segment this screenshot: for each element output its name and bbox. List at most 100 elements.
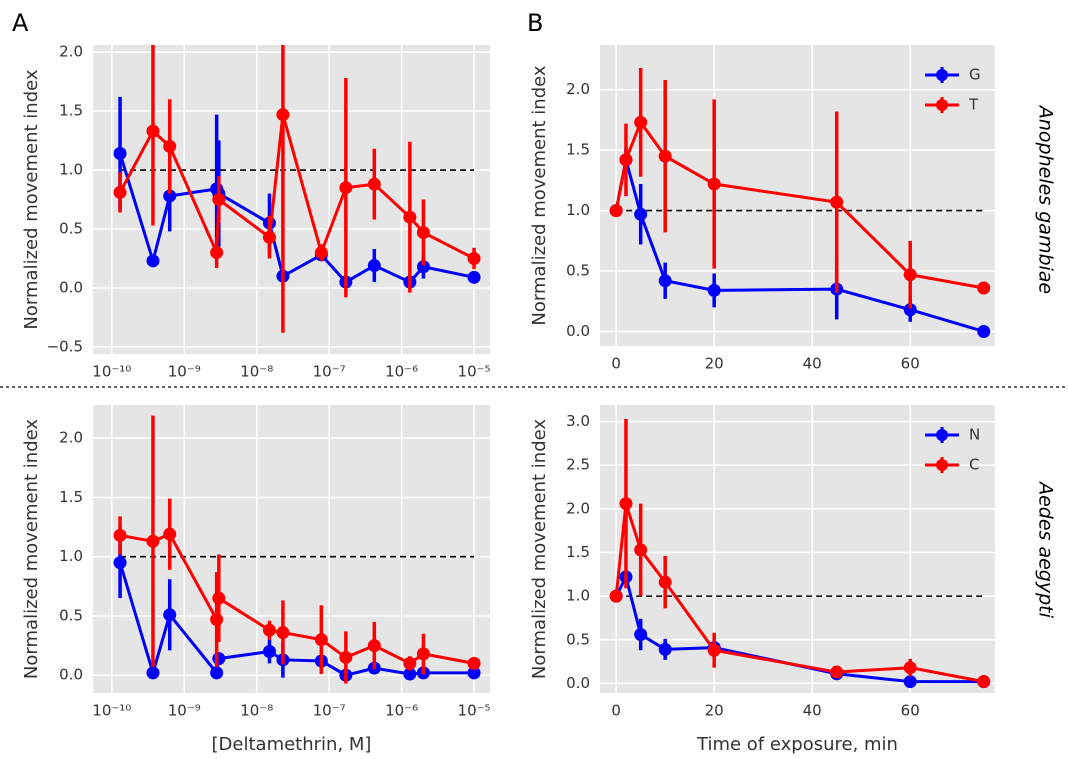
data-point: [609, 204, 623, 218]
x-tick-label: 10⁻⁸: [240, 363, 273, 381]
x-tick-label: 10⁻⁹: [168, 363, 201, 381]
x-tick-label: 10⁻¹⁰: [92, 702, 131, 720]
data-point: [212, 193, 226, 206]
x-tick-label: 0: [611, 355, 621, 373]
data-point: [113, 185, 127, 199]
data-point: [212, 652, 226, 666]
y-tick-label: 0.0: [566, 674, 590, 692]
legend-label: C: [969, 456, 979, 474]
x-tick-label: 0: [611, 702, 621, 720]
data-point: [707, 177, 721, 191]
data-point: [467, 666, 481, 680]
y-tick-label: 1.5: [59, 488, 83, 506]
x-tick-label: 10⁻⁶: [385, 363, 418, 381]
data-point: [276, 626, 290, 640]
y-tick-label: 1.5: [566, 543, 590, 561]
data-point: [977, 281, 991, 295]
data-point: [658, 274, 672, 288]
y-tick-label: 0.0: [59, 666, 83, 684]
x-tick-label: 10⁻⁷: [313, 363, 346, 381]
data-point: [619, 153, 633, 167]
x-tick-label: 40: [803, 355, 822, 373]
y-tick-label: −0.5: [47, 337, 83, 355]
series-layer: [609, 67, 991, 338]
data-point: [634, 207, 648, 221]
data-point: [903, 675, 917, 689]
x-tick-label: 10⁻⁷: [313, 702, 346, 720]
y-tick-label: 0.0: [566, 322, 590, 340]
data-point: [146, 534, 160, 548]
data-point: [903, 268, 917, 282]
x-tick-label: 60: [901, 702, 920, 720]
y-axis-label: Normalized movement index: [529, 65, 550, 325]
series-layer: [113, 415, 481, 684]
panel-label: A: [12, 9, 29, 37]
data-point: [416, 647, 430, 661]
data-point: [619, 497, 633, 511]
series-line: [614, 503, 985, 684]
data-point: [314, 246, 328, 260]
series-line: [614, 572, 984, 684]
y-tick-label: 0.0: [59, 278, 83, 296]
x-tick-label: 40: [803, 702, 822, 720]
legend-label: T: [968, 96, 979, 114]
data-point: [403, 210, 417, 224]
data-point: [634, 543, 648, 557]
y-axis-label: Normalized movement index: [21, 69, 42, 329]
data-point: [367, 177, 381, 191]
y-tick-label: 1.0: [566, 201, 590, 219]
y-tick-label: 1.5: [566, 141, 590, 159]
x-tick-label: 20: [705, 702, 724, 720]
y-tick-label: 2.5: [566, 456, 590, 474]
legend-label: G: [969, 66, 981, 84]
x-tick-label: 10⁻¹⁰: [92, 363, 131, 381]
data-point: [210, 246, 224, 260]
y-tick-label: 1.5: [59, 102, 83, 120]
x-tick-label: 60: [901, 355, 920, 373]
data-point: [658, 575, 672, 589]
data-point: [467, 656, 481, 670]
data-point: [830, 195, 844, 209]
y-tick-label: 1.0: [566, 587, 590, 605]
y-tick-label: 2.0: [566, 499, 590, 517]
data-point: [367, 639, 381, 653]
data-point: [262, 623, 276, 637]
data-point: [314, 633, 328, 647]
data-point: [416, 260, 430, 274]
y-tick-label: 2.0: [566, 80, 590, 98]
data-point: [977, 675, 991, 689]
x-axis-label: Time of exposure, min: [696, 734, 898, 755]
data-point: [903, 661, 917, 675]
legend-marker: [936, 99, 948, 111]
data-point: [163, 527, 177, 541]
data-point: [658, 642, 672, 656]
y-tick-label: 2.0: [59, 43, 83, 61]
data-point: [113, 528, 127, 542]
data-point: [609, 589, 623, 603]
series-layer: [113, 45, 481, 333]
y-tick-label: 1.0: [59, 161, 83, 179]
data-point: [163, 608, 177, 622]
data-point: [707, 283, 721, 297]
data-point: [634, 628, 648, 642]
y-axis-label: Normalized movement index: [529, 419, 550, 679]
data-point: [262, 230, 276, 244]
y-axis-label: Normalized movement index: [21, 419, 42, 679]
data-point: [262, 645, 276, 659]
x-tick-label: 20: [705, 355, 724, 373]
legend-marker: [936, 459, 948, 471]
data-point: [339, 650, 353, 664]
data-point: [146, 666, 160, 680]
y-tick-label: 0.5: [59, 219, 83, 237]
y-tick-label: 0.5: [59, 606, 83, 624]
x-tick-label: 10⁻⁸: [240, 702, 273, 720]
legend-marker: [936, 69, 948, 81]
data-point: [707, 643, 721, 657]
y-tick-label: 0.5: [566, 262, 590, 280]
x-tick-label: 10⁻⁵: [458, 363, 491, 381]
data-point: [977, 324, 991, 338]
data-point: [367, 259, 381, 273]
data-point: [830, 665, 844, 679]
data-point: [210, 613, 224, 627]
